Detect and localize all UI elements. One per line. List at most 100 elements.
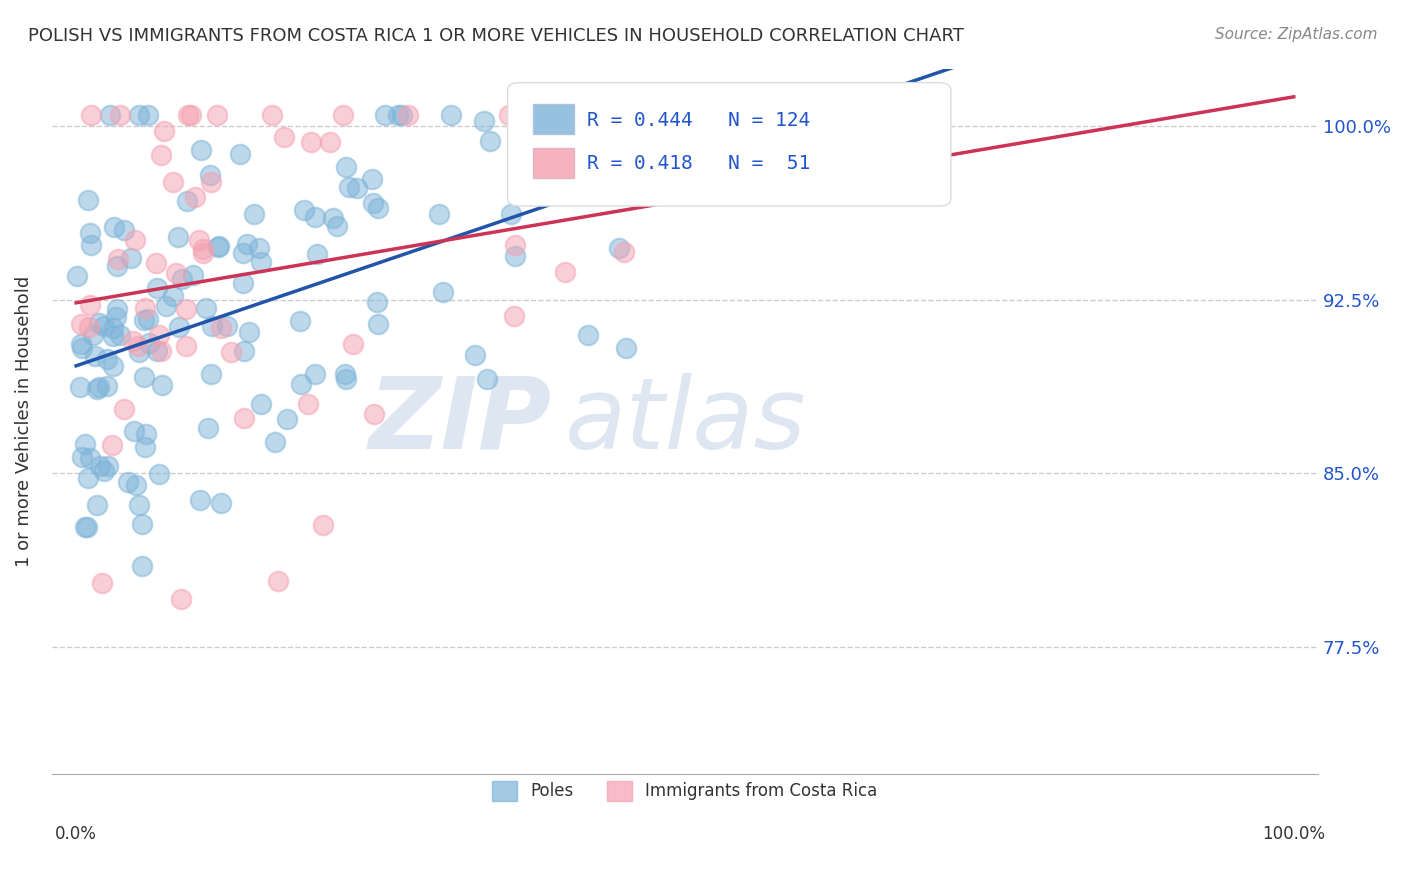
Point bbox=[681, 140, 703, 154]
Point bbox=[86, 383, 108, 397]
Point bbox=[73, 437, 96, 451]
Point bbox=[108, 327, 131, 342]
Point bbox=[105, 259, 128, 273]
Point bbox=[69, 317, 91, 331]
Point bbox=[194, 301, 217, 315]
Point bbox=[128, 345, 150, 359]
Point bbox=[208, 239, 231, 253]
Point bbox=[503, 238, 526, 252]
Point bbox=[108, 108, 131, 122]
Point bbox=[170, 592, 193, 607]
Text: atlas: atlas bbox=[565, 373, 806, 470]
Point bbox=[72, 450, 94, 464]
Point bbox=[162, 289, 184, 303]
Point bbox=[398, 108, 420, 122]
Point bbox=[250, 397, 273, 411]
Point bbox=[180, 108, 202, 122]
Point bbox=[89, 380, 111, 394]
Point bbox=[229, 146, 252, 161]
Text: 100.0%: 100.0% bbox=[1263, 824, 1326, 843]
Point bbox=[169, 320, 191, 334]
Point bbox=[134, 369, 156, 384]
Point bbox=[233, 344, 256, 359]
Point bbox=[250, 255, 273, 269]
Point bbox=[145, 256, 167, 270]
Point bbox=[125, 478, 148, 492]
Point bbox=[367, 201, 389, 215]
Point bbox=[165, 266, 187, 280]
Point bbox=[391, 108, 413, 122]
Point bbox=[170, 272, 193, 286]
Point bbox=[231, 246, 253, 260]
Point bbox=[104, 310, 127, 324]
Point bbox=[93, 464, 115, 478]
Point bbox=[112, 402, 135, 417]
Point bbox=[152, 124, 174, 138]
Point bbox=[131, 516, 153, 531]
Point bbox=[79, 450, 101, 465]
Point bbox=[498, 108, 520, 122]
Point bbox=[167, 230, 190, 244]
Point bbox=[530, 169, 553, 183]
Point bbox=[83, 349, 105, 363]
Point bbox=[70, 341, 93, 355]
Point bbox=[326, 219, 349, 234]
Point bbox=[103, 329, 125, 343]
Point bbox=[149, 343, 172, 358]
Point bbox=[273, 130, 295, 145]
Point bbox=[290, 377, 312, 392]
Point bbox=[82, 328, 104, 343]
Text: R = 0.444   N = 124: R = 0.444 N = 124 bbox=[588, 111, 811, 129]
Point bbox=[236, 237, 259, 252]
Point bbox=[128, 499, 150, 513]
Point bbox=[207, 240, 229, 254]
Point bbox=[703, 114, 725, 128]
Point bbox=[304, 367, 326, 381]
Point bbox=[366, 295, 388, 310]
Point bbox=[267, 574, 290, 588]
Point bbox=[190, 492, 212, 507]
Point bbox=[209, 321, 232, 335]
Point bbox=[312, 518, 335, 533]
Point bbox=[342, 336, 364, 351]
Point bbox=[181, 268, 204, 282]
Point bbox=[191, 243, 214, 257]
Text: Source: ZipAtlas.com: Source: ZipAtlas.com bbox=[1215, 27, 1378, 42]
Point bbox=[238, 326, 260, 340]
Point bbox=[122, 334, 145, 348]
Point bbox=[73, 519, 96, 533]
Text: 0.0%: 0.0% bbox=[55, 824, 97, 843]
Point bbox=[578, 328, 600, 343]
Point bbox=[200, 175, 222, 189]
Point bbox=[79, 298, 101, 312]
Point bbox=[146, 343, 169, 358]
Point bbox=[335, 372, 357, 386]
Point bbox=[77, 471, 100, 485]
Point bbox=[260, 108, 283, 122]
Point bbox=[87, 316, 110, 330]
Point bbox=[387, 108, 409, 122]
Point bbox=[107, 252, 129, 266]
Point bbox=[103, 220, 125, 235]
Point bbox=[177, 108, 200, 122]
Point bbox=[374, 108, 396, 122]
Point bbox=[76, 520, 98, 534]
Point bbox=[335, 161, 357, 175]
Point bbox=[215, 319, 238, 334]
Point bbox=[97, 458, 120, 473]
Point bbox=[96, 351, 118, 366]
Point bbox=[101, 359, 124, 373]
Point bbox=[363, 407, 385, 421]
Point bbox=[472, 114, 495, 128]
Point bbox=[198, 168, 221, 182]
Point bbox=[440, 108, 463, 122]
Point bbox=[290, 314, 312, 328]
FancyBboxPatch shape bbox=[508, 83, 950, 206]
Point bbox=[150, 378, 173, 392]
Point bbox=[176, 194, 198, 209]
Point bbox=[201, 319, 224, 334]
Point bbox=[297, 397, 319, 411]
Point bbox=[101, 438, 124, 452]
Point bbox=[112, 223, 135, 237]
Point bbox=[337, 180, 360, 194]
